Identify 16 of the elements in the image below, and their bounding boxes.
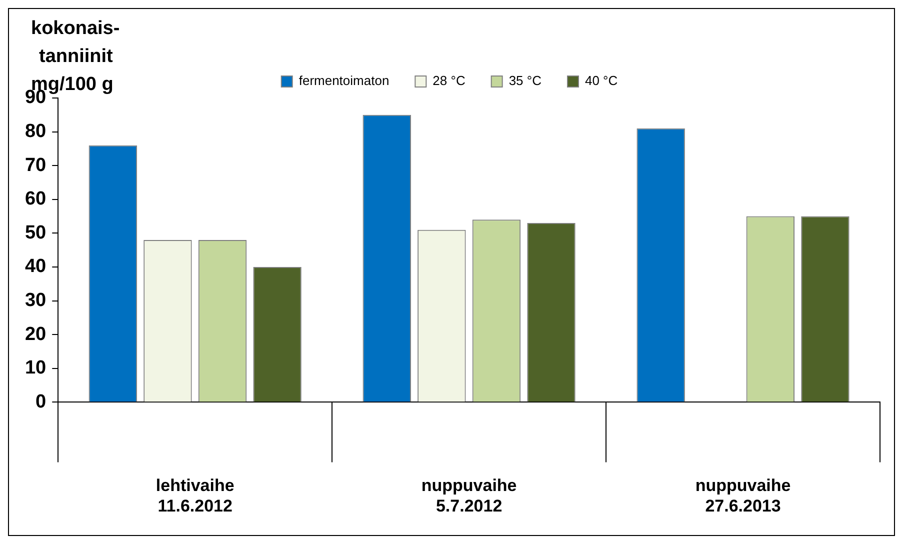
legend-label: 28 °C (432, 73, 466, 88)
legend-label: 40 °C (584, 73, 618, 88)
x-tick-label: lehtivaihe 11.6.2012 (156, 476, 234, 516)
legend-label: 35 °C (508, 73, 542, 88)
y-tick-label: 10 (24, 358, 46, 379)
y-tick-label: 30 (24, 290, 46, 312)
legend-label: fermentoimaton (298, 73, 390, 88)
y-tick-label: 70 (24, 154, 46, 176)
x-tick-label: nuppuvaihe 5.7.2012 (421, 476, 517, 516)
y-tick-label: 0 (36, 391, 46, 412)
y-tick-label: 80 (24, 121, 46, 142)
y-tick-label: 50 (24, 222, 46, 244)
x-tick-label: nuppuvaihe 27.6.2013 (695, 476, 791, 516)
y-tick-label: 20 (24, 324, 46, 345)
y-tick-label: 40 (24, 256, 46, 278)
y-tick-label: 60 (24, 188, 46, 210)
